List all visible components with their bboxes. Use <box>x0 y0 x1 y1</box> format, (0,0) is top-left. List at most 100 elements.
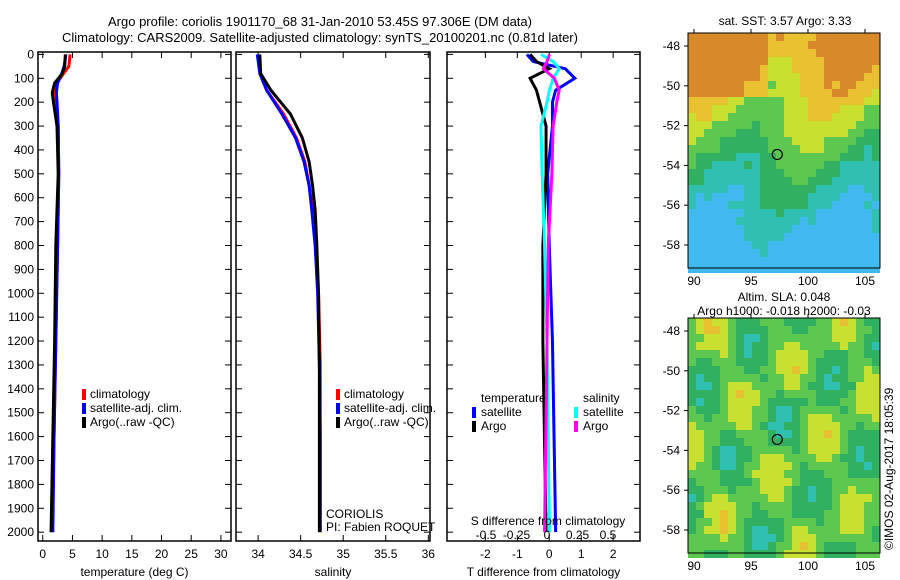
map-cell <box>816 153 824 161</box>
map-cell <box>816 113 824 121</box>
map-cell <box>760 257 768 265</box>
map-cell <box>688 550 696 558</box>
map-cell <box>816 470 824 478</box>
legend-label: Argo(..raw -QC) <box>90 415 175 429</box>
map-cell <box>856 233 864 241</box>
map-cell <box>768 193 776 201</box>
map-cell <box>720 550 728 558</box>
map-cell <box>768 438 776 446</box>
map-cell <box>872 161 880 169</box>
map-cell <box>800 105 808 113</box>
map-cell <box>704 97 712 105</box>
map-cell <box>768 422 776 430</box>
map-cell <box>864 486 872 494</box>
map-cell <box>752 217 760 225</box>
map-cell <box>688 209 696 217</box>
map-cell <box>800 534 808 542</box>
map-cell <box>784 526 792 534</box>
map-cell <box>840 486 848 494</box>
lat-tick-label: -54 <box>663 158 681 172</box>
map-cell <box>800 318 808 326</box>
y-tick-label: 700 <box>14 215 34 229</box>
map-cell <box>832 470 840 478</box>
map-cell <box>688 382 696 390</box>
map-cell <box>848 49 856 57</box>
map-cell <box>768 41 776 49</box>
map-cell <box>872 382 880 390</box>
map-cell <box>728 510 736 518</box>
map-cell <box>872 406 880 414</box>
map-cell <box>736 89 744 97</box>
map-cell <box>824 422 832 430</box>
map-cell <box>688 185 696 193</box>
panel-differences: -2 -1 0 1 2T difference from climatologytemp… <box>446 51 641 579</box>
map-cell <box>704 177 712 185</box>
map-cell <box>864 161 872 169</box>
map-cell <box>792 137 800 145</box>
map-cell <box>776 406 784 414</box>
map-cell <box>760 169 768 177</box>
map-cell <box>800 129 808 137</box>
map-cell <box>784 478 792 486</box>
map-cell <box>736 177 744 185</box>
map-cell <box>872 502 880 510</box>
map-cell <box>688 233 696 241</box>
map-cell <box>856 446 864 454</box>
map-cell <box>736 209 744 217</box>
map-cell <box>696 145 704 153</box>
map-cell <box>768 454 776 462</box>
map-cell <box>712 494 720 502</box>
map-cell <box>800 193 808 201</box>
map-cell <box>712 49 720 57</box>
map-cell <box>712 225 720 233</box>
map-cell <box>864 201 872 209</box>
map-cell <box>832 502 840 510</box>
map-cell <box>824 145 832 153</box>
map-cell <box>816 526 824 534</box>
map-cell <box>704 161 712 169</box>
map-cell <box>696 33 704 41</box>
map-cell <box>696 382 704 390</box>
map-cell <box>840 265 848 273</box>
map-cell <box>816 177 824 185</box>
map-cell <box>840 438 848 446</box>
map-cell <box>872 73 880 81</box>
map-cell <box>712 41 720 49</box>
map-cell <box>792 550 800 558</box>
map-cell <box>872 342 880 350</box>
map-cell <box>768 430 776 438</box>
map-cell <box>872 233 880 241</box>
map-cell <box>744 382 752 390</box>
map-cell <box>744 65 752 73</box>
map-cell <box>848 318 856 326</box>
map-cell <box>728 478 736 486</box>
map-cell <box>688 478 696 486</box>
map-cell <box>856 550 864 558</box>
map-cell <box>768 358 776 366</box>
map-cell <box>792 185 800 193</box>
map-cell <box>736 358 744 366</box>
map-cell <box>808 113 816 121</box>
map-cell <box>704 374 712 382</box>
map-cell <box>872 65 880 73</box>
map-cell <box>856 65 864 73</box>
map-cell <box>840 49 848 57</box>
map-cell <box>792 494 800 502</box>
map-cell <box>768 233 776 241</box>
map-cell <box>712 518 720 526</box>
map-cell <box>824 265 832 273</box>
map-cell <box>808 153 816 161</box>
map-cell <box>696 454 704 462</box>
map-cell <box>768 446 776 454</box>
map-cell <box>688 470 696 478</box>
map-cell <box>832 169 840 177</box>
map-cell <box>752 241 760 249</box>
map-cell <box>752 550 760 558</box>
map-cell <box>824 177 832 185</box>
map-cell <box>696 534 704 542</box>
map-cell <box>864 318 872 326</box>
map-cell <box>736 161 744 169</box>
map-cell <box>856 81 864 89</box>
map-cell <box>752 113 760 121</box>
map-cell <box>792 542 800 550</box>
